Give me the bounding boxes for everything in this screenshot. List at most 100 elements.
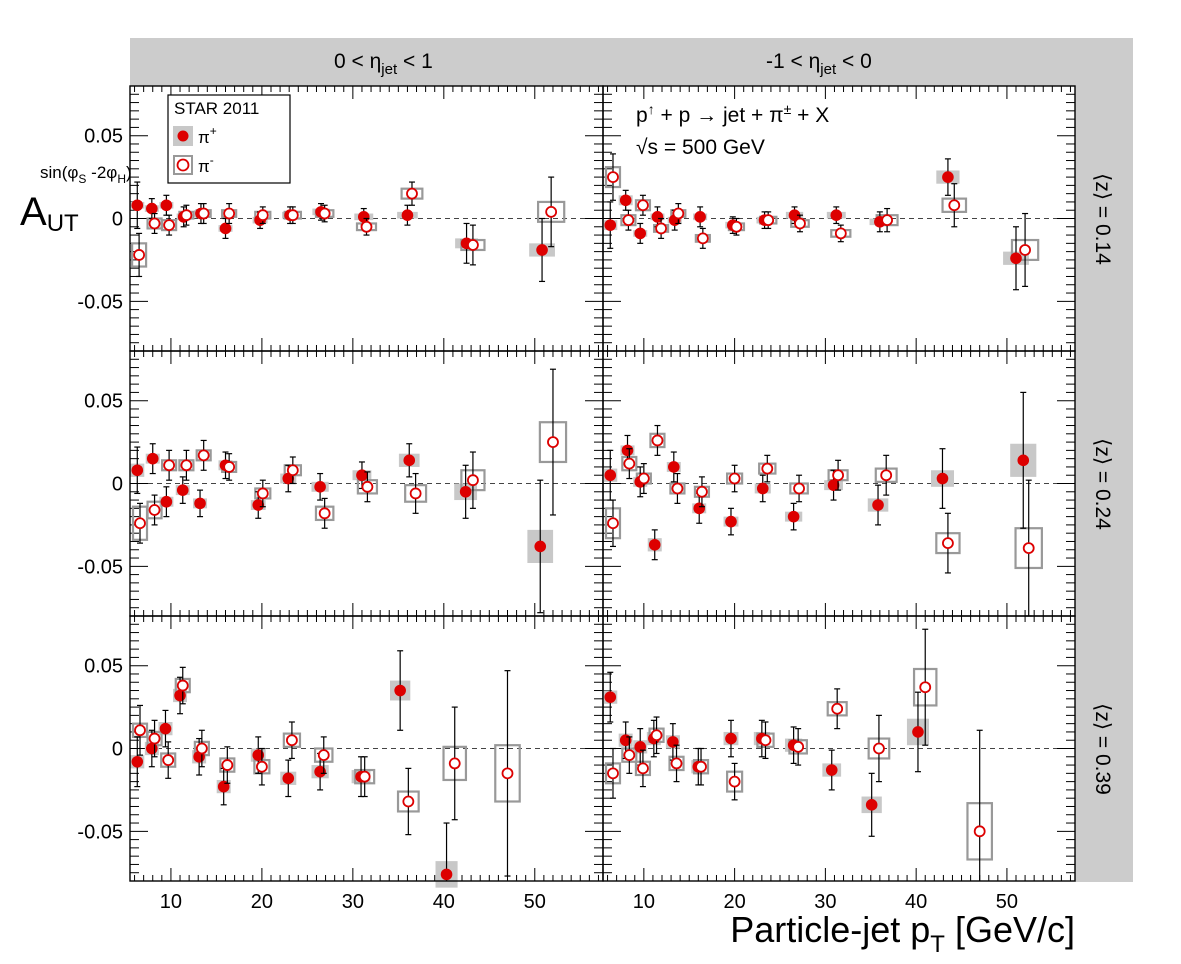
pi-minus-point <box>223 461 236 473</box>
pi-minus-point <box>880 469 893 482</box>
pi-minus-point <box>197 449 210 462</box>
pi-minus-point <box>637 472 650 485</box>
pi-minus-point <box>607 171 619 183</box>
pi-plus-point <box>440 868 453 881</box>
pi-plus-point <box>827 479 840 491</box>
pi-plus-point <box>146 452 159 465</box>
pi-minus-point <box>1022 542 1035 554</box>
panels-group: 0.05 0 -0.05 0.05 0 -0.05 0.05 0 -0.05 10 20 30 40 50… <box>77 85 1076 913</box>
pi-plus-point <box>936 472 949 485</box>
pi-minus-point <box>942 537 954 550</box>
pi-plus-point <box>621 444 634 457</box>
pi-minus-point <box>547 436 559 448</box>
pi-minus-point <box>623 749 636 762</box>
pi-minus-point <box>406 187 418 200</box>
pi-plus-point <box>604 219 617 231</box>
x-tick-label: 30 <box>814 891 836 913</box>
pi-plus-point <box>604 691 617 703</box>
pi-plus-point <box>668 461 680 473</box>
pi-minus-point <box>696 485 708 498</box>
x-tick-label: 20 <box>723 891 745 913</box>
pi-minus-point <box>318 207 331 220</box>
pi-plus-point <box>131 199 144 212</box>
pi-minus-point <box>361 480 374 493</box>
pi-plus-point <box>693 502 706 515</box>
pi-plus-point <box>194 497 206 510</box>
pi-minus-point <box>650 729 663 742</box>
pi-minus-point <box>794 217 806 230</box>
x-tick-label: 30 <box>342 891 364 913</box>
side-strip <box>1075 86 1133 882</box>
pi-minus-point <box>759 734 772 747</box>
pi-plus-point <box>825 764 838 776</box>
legend-marker-pi-minus <box>176 158 190 172</box>
pi-minus-point <box>607 517 619 530</box>
pi-plus-point <box>146 742 158 755</box>
pi-minus-point <box>637 762 649 775</box>
pi-plus-point <box>604 469 617 482</box>
pi-minus-point <box>671 482 684 495</box>
pi-plus-point <box>356 469 368 482</box>
pi-plus-point <box>314 481 326 493</box>
row-label-0: ⟨z⟩ = 0.14 <box>1091 173 1114 265</box>
pi-plus-point <box>942 171 954 183</box>
pi-plus-point <box>160 495 173 508</box>
pi-minus-point <box>163 219 176 232</box>
pi-minus-point <box>545 205 558 218</box>
y-tick-label: -0.05 <box>77 291 123 313</box>
pi-minus-point <box>834 227 847 240</box>
pi-plus-point <box>459 485 472 498</box>
pi-minus-point <box>256 487 269 500</box>
pi-minus-point <box>467 239 479 251</box>
legend-marker-pi-plus <box>177 130 189 142</box>
pi-minus-point <box>148 217 161 230</box>
pi-minus-point <box>163 459 176 472</box>
pi-plus-point <box>872 499 884 511</box>
pi-minus-point <box>607 767 619 780</box>
pi-minus-point <box>973 825 986 838</box>
col-label-1: -1 < ηjet < 0 <box>766 50 872 78</box>
pi-plus-point <box>787 510 800 523</box>
pi-plus-point <box>788 209 801 221</box>
pi-plus-point <box>912 726 924 738</box>
pi-minus-point <box>762 214 775 227</box>
pi-minus-point <box>286 734 298 747</box>
pi-minus-point <box>409 487 422 500</box>
pi-plus-point <box>131 464 144 477</box>
pi-minus-point <box>655 222 667 235</box>
y-tick-label: 0 <box>112 474 123 496</box>
row-label-2: ⟨z⟩ = 0.39 <box>1091 703 1114 795</box>
pi-plus-point <box>536 244 548 256</box>
pi-minus-point <box>134 517 146 530</box>
legend: STAR 2011 π+ π- <box>167 94 291 184</box>
pi-minus-point <box>221 759 234 771</box>
row-label-1: ⟨z⟩ = 0.24 <box>1091 438 1114 530</box>
pi-minus-point <box>360 220 373 233</box>
y-tick-label: 0.05 <box>84 126 123 148</box>
y-axis-title-superscript: sin(φS -2φH) <box>40 163 132 186</box>
legend-title: STAR 2011 <box>174 99 259 118</box>
process-annotation: p↑ + p → jet + π± + X <box>636 101 829 127</box>
pi-minus-point <box>133 249 145 261</box>
pi-minus-point <box>728 775 741 788</box>
legend-label-pi-minus: π- <box>198 153 214 176</box>
pi-minus-point <box>148 732 161 745</box>
pi-minus-point <box>793 482 805 495</box>
pi-plus-point <box>401 209 414 221</box>
pi-minus-point <box>162 754 175 766</box>
pi-plus-point <box>403 454 416 467</box>
pi-plus-point <box>357 211 370 223</box>
pi-minus-point <box>761 462 774 475</box>
pi-minus-point <box>637 199 649 212</box>
col-label-0: 0 < ηjet < 1 <box>334 50 433 78</box>
pi-plus-point <box>1017 454 1030 467</box>
y-tick-label: 0 <box>112 209 123 231</box>
pi-plus-point <box>394 684 406 697</box>
pi-minus-point <box>286 209 299 222</box>
pi-plus-point <box>160 199 173 212</box>
pi-minus-point <box>255 760 268 773</box>
pi-minus-point <box>180 459 193 472</box>
pi-minus-point <box>358 770 371 783</box>
pi-plus-point <box>131 755 144 768</box>
